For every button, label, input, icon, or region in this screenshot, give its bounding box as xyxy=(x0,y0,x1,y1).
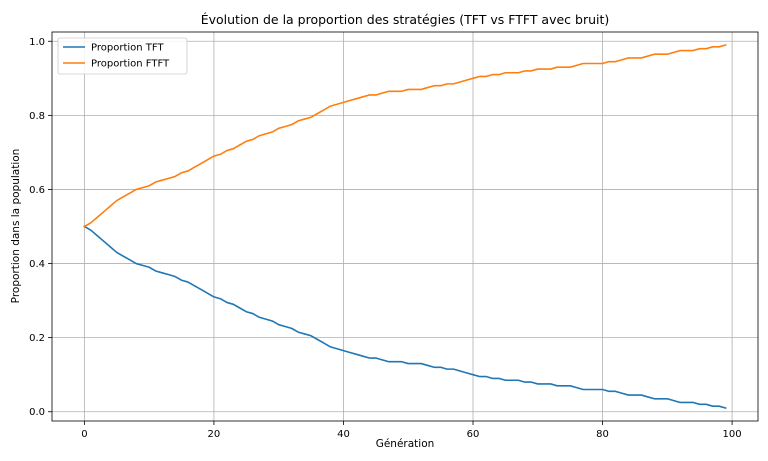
chart-title: Évolution de la proportion des stratégie… xyxy=(201,12,610,27)
series-line-ftft xyxy=(83,43,727,228)
y-tick-label: 0.2 xyxy=(29,333,45,344)
y-tick-label: 0.0 xyxy=(29,407,45,418)
series-layer xyxy=(83,43,727,410)
series-line-tft xyxy=(83,225,727,410)
legend-label-tft: Proportion TFT xyxy=(91,43,164,54)
x-tick-label: 40 xyxy=(337,429,350,440)
x-tick-label: 100 xyxy=(723,429,742,440)
x-tick-label: 80 xyxy=(596,429,609,440)
y-tick-label: 1.0 xyxy=(29,37,45,48)
legend-label-ftft: Proportion FTFT xyxy=(91,59,170,70)
ticks: 0 20 40 60 80 100 0.0 0.2 0.4 0.6 0.8 1.0 xyxy=(29,37,742,440)
y-tick-label: 0.8 xyxy=(29,111,45,122)
plot-area-frame xyxy=(51,31,759,422)
x-axis-label: Génération xyxy=(376,438,435,450)
legend-frame xyxy=(57,37,188,75)
y-axis-label: Proportion dans la population xyxy=(10,149,22,304)
x-tick-label: 0 xyxy=(81,429,87,440)
legend: Proportion TFT Proportion FTFT xyxy=(57,37,188,75)
y-tick-label: 0.4 xyxy=(29,259,45,270)
y-tick-label: 0.6 xyxy=(29,185,45,196)
x-tick-label: 20 xyxy=(208,429,221,440)
x-tick-label: 60 xyxy=(467,429,480,440)
